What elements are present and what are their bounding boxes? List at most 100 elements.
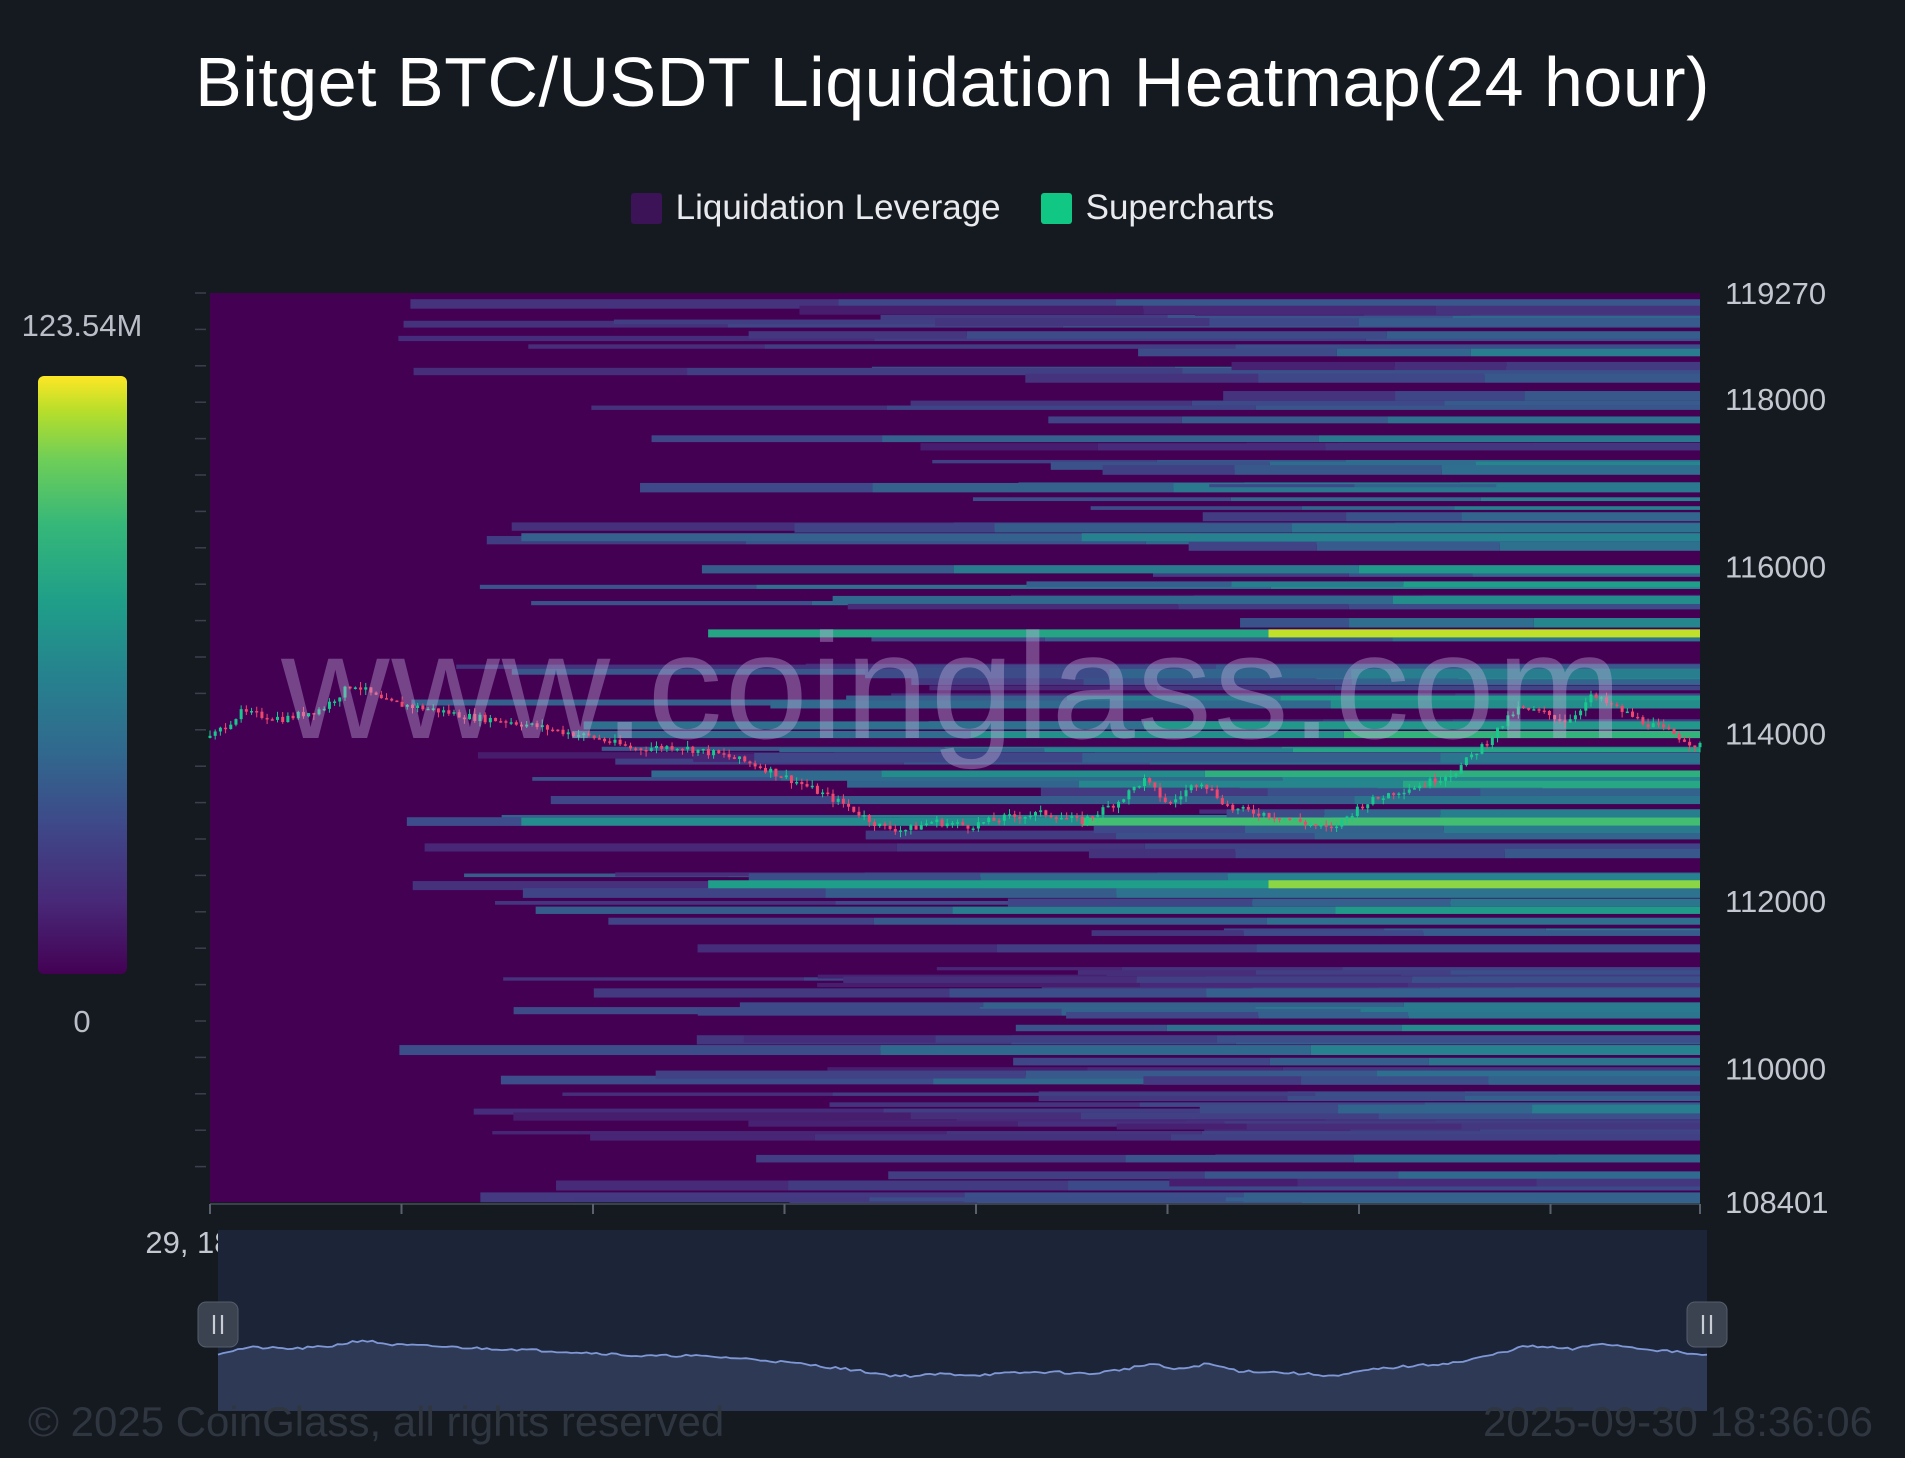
candle-body xyxy=(426,708,430,711)
liquidation-band xyxy=(1116,299,1700,309)
candle-body xyxy=(956,822,960,824)
candle-body xyxy=(1361,806,1365,809)
liquidation-band xyxy=(492,1131,947,1135)
liquidation-band xyxy=(473,1108,884,1115)
liquidation-band xyxy=(1334,685,1700,691)
liquidation-band xyxy=(477,752,835,759)
candle-body xyxy=(805,784,809,787)
candle-body xyxy=(1547,710,1551,716)
navigator-handle-right[interactable] xyxy=(1686,1301,1728,1348)
candle-body xyxy=(260,711,264,718)
candle-body xyxy=(1340,819,1344,827)
candle-body xyxy=(1532,709,1536,711)
liquidation-band-strong xyxy=(1393,595,1700,604)
candle-body xyxy=(359,687,363,690)
liquidation-band xyxy=(651,770,882,779)
candle-body xyxy=(317,709,321,715)
liquidation-band xyxy=(1231,361,1395,371)
liquidation-band xyxy=(1102,465,1235,475)
candle-body xyxy=(447,710,451,714)
liquidation-band xyxy=(983,1002,1404,1011)
candle-body xyxy=(1485,744,1489,746)
candle-body xyxy=(1018,816,1022,819)
candle-body xyxy=(924,823,928,826)
candle-body xyxy=(1246,806,1250,810)
liquidation-band xyxy=(1181,416,1388,424)
candle-body xyxy=(1065,817,1069,820)
liquidation-band xyxy=(932,459,1157,464)
y-tick-label: 116000 xyxy=(1725,549,1826,584)
candle-body xyxy=(1631,711,1635,717)
candle-body xyxy=(1693,745,1697,748)
candle-body xyxy=(862,815,866,817)
candle-body xyxy=(1303,821,1307,825)
y-tick-label: 118000 xyxy=(1725,382,1826,417)
candle-body xyxy=(644,749,648,752)
liquidation-band xyxy=(1166,1024,1402,1032)
candle-body xyxy=(1044,810,1048,816)
liquidation-band xyxy=(739,1002,984,1011)
candle-body xyxy=(1402,792,1406,795)
liquidation-band xyxy=(532,777,781,781)
candle-body xyxy=(717,750,721,754)
liquidation-band xyxy=(697,944,997,953)
liquidation-band xyxy=(817,982,1140,988)
candle-body xyxy=(488,717,492,723)
liquidation-band xyxy=(1226,809,1325,819)
liquidation-band xyxy=(949,988,1207,998)
candle-body xyxy=(1490,737,1494,746)
liquidation-band xyxy=(1025,1070,1378,1079)
liquidation-band xyxy=(1533,618,1700,628)
candle-body xyxy=(821,792,825,795)
liquidation-band xyxy=(1402,779,1700,788)
liquidation-band xyxy=(1202,512,1347,522)
liquidation-band xyxy=(952,906,1336,914)
candle-body xyxy=(867,815,871,823)
candle-body xyxy=(1444,777,1448,781)
footer-timestamp: 2025-09-30 18:36:06 xyxy=(1483,1398,1873,1445)
candle-body xyxy=(1516,706,1520,715)
liquidation-band xyxy=(1408,982,1700,988)
candle-body xyxy=(1142,778,1146,787)
candle-body xyxy=(1168,802,1172,804)
candle-body xyxy=(1200,784,1204,787)
candle-body xyxy=(530,723,534,725)
candle-body xyxy=(966,825,970,829)
candle-body xyxy=(556,729,560,732)
liquidation-band xyxy=(655,1070,1026,1079)
liquidation-band xyxy=(1116,888,1700,898)
legend-item-supercharts[interactable]: Supercharts xyxy=(1040,188,1274,228)
candle-body xyxy=(1573,715,1577,720)
liquidation-band xyxy=(748,331,967,339)
candle-body xyxy=(566,732,570,735)
candle-body xyxy=(561,729,565,735)
candle-body xyxy=(1423,785,1427,788)
liquidation-band xyxy=(880,314,1168,321)
liquidation-band xyxy=(1461,1123,1700,1130)
liquidation-band xyxy=(1315,1092,1700,1096)
price-candles xyxy=(208,681,1702,838)
navigator-handle-left[interactable] xyxy=(197,1301,239,1348)
liquidation-band xyxy=(456,664,915,669)
liquidation-band xyxy=(399,1045,881,1056)
candle-body xyxy=(810,785,814,788)
legend-item-liquidation-leverage[interactable]: Liquidation Leverage xyxy=(630,188,1001,228)
candle-body xyxy=(1579,710,1583,716)
liquidation-band xyxy=(1143,1076,1302,1085)
candle-body xyxy=(680,748,684,751)
liquidation-band xyxy=(1044,748,1293,755)
liquidation-band xyxy=(1136,976,1413,986)
footer-copyright: © 2025 CoinGlass, all rights reserved xyxy=(28,1398,725,1445)
liquidation-band xyxy=(1504,848,1700,859)
liquidation-band xyxy=(1093,823,1246,834)
candle-body xyxy=(1636,716,1640,719)
candle-body xyxy=(712,750,716,756)
candle-body xyxy=(1033,812,1037,816)
candle-body xyxy=(976,822,980,829)
candle-body xyxy=(1137,786,1141,788)
liquidation-band xyxy=(1394,361,1507,371)
liquidation-band xyxy=(1470,347,1700,357)
candle-body xyxy=(1329,826,1333,829)
liquidation-band xyxy=(1139,982,1409,988)
